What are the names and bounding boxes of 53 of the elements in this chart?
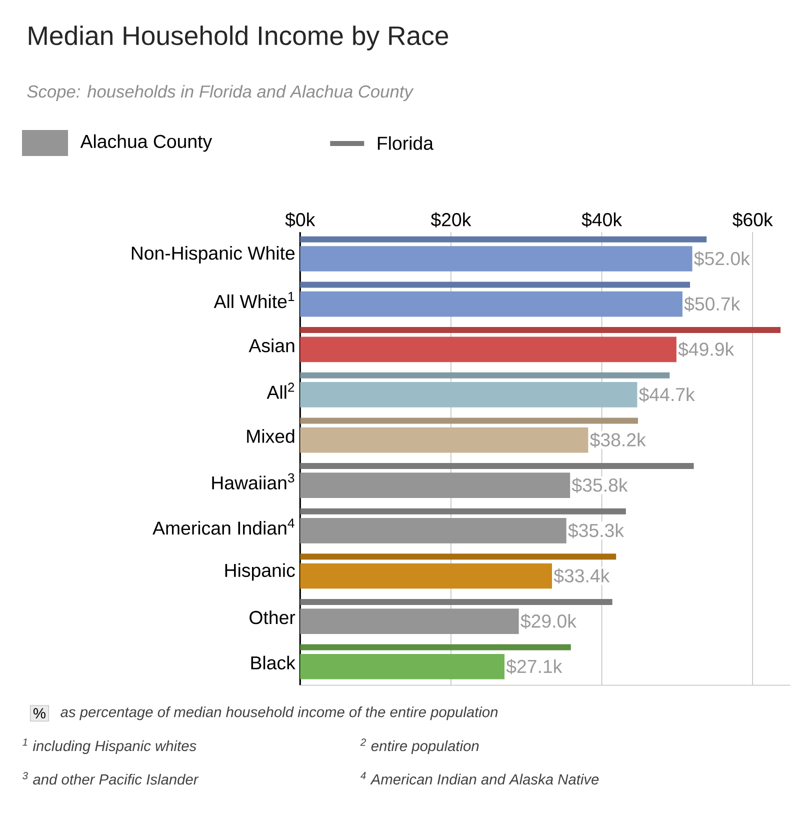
bar	[300, 598, 612, 605]
text: $^{3}$ and other Pacific Islander	[22, 772, 199, 785]
bar	[300, 418, 638, 424]
text: $^{2}$ entire population	[360, 738, 478, 754]
bar	[300, 372, 670, 378]
bar	[300, 427, 588, 453]
data-label: $49.9k	[678, 342, 734, 357]
data-label: $52.0k	[694, 251, 750, 266]
bar	[300, 654, 504, 680]
bar	[300, 291, 682, 317]
x-tick-label: $20k	[430, 212, 472, 228]
y-tick-label: Mixed	[246, 429, 294, 443]
bar	[300, 382, 638, 408]
legend-label: Alachua County	[80, 134, 212, 152]
text: as percentage of median household income of the entire population	[60, 706, 498, 720]
y-tick-label: American Indian$^{4}$	[152, 518, 294, 535]
y-tick-label: Black	[251, 656, 296, 670]
bar	[300, 336, 676, 362]
bar	[300, 563, 552, 589]
text: $^{1}$ including Hispanic whites	[22, 738, 196, 754]
bar	[300, 236, 706, 242]
y-tick-label: Asian	[248, 338, 294, 352]
data-label: $38.2k	[590, 432, 646, 448]
data-label: $33.4k	[554, 568, 610, 584]
bar	[300, 554, 616, 560]
text: $^{4}$ American Indian and Alaska Native	[360, 772, 598, 785]
y-tick-label: Non-Hispanic White	[132, 246, 294, 264]
x-tick-label: $0k	[285, 212, 316, 228]
y-tick-label: All White$^{1}$	[214, 292, 294, 308]
chart-subtitle: Scope: households in Florida and Alachua County	[27, 84, 414, 102]
data-label: $29.0k	[520, 614, 576, 629]
data-label: $44.7k	[638, 387, 695, 402]
legend-label: Florida	[378, 136, 434, 150]
bar	[300, 463, 694, 470]
bar	[300, 327, 780, 334]
data-label: $35.3k	[568, 523, 624, 538]
bar	[300, 644, 571, 650]
chart-title: Median Household Income by Race	[28, 26, 448, 50]
y-tick-label: Other	[249, 610, 295, 624]
y-tick-label: All$^{2}$	[266, 382, 294, 399]
data-label: $27.1k	[506, 659, 562, 674]
y-tick-label: Hawaiian$^{3}$	[212, 473, 294, 490]
y-tick-label: Hispanic	[225, 563, 295, 581]
bar	[300, 246, 692, 272]
bar	[300, 282, 690, 288]
x-tick-label: $40k	[582, 212, 622, 228]
bar	[300, 508, 626, 514]
data-label: $35.8k	[572, 478, 628, 493]
text: %	[33, 708, 46, 718]
x-tick-label: $60k	[732, 212, 773, 228]
bar	[300, 608, 519, 634]
data-label: $50.7k	[684, 296, 740, 312]
bar	[300, 518, 566, 544]
